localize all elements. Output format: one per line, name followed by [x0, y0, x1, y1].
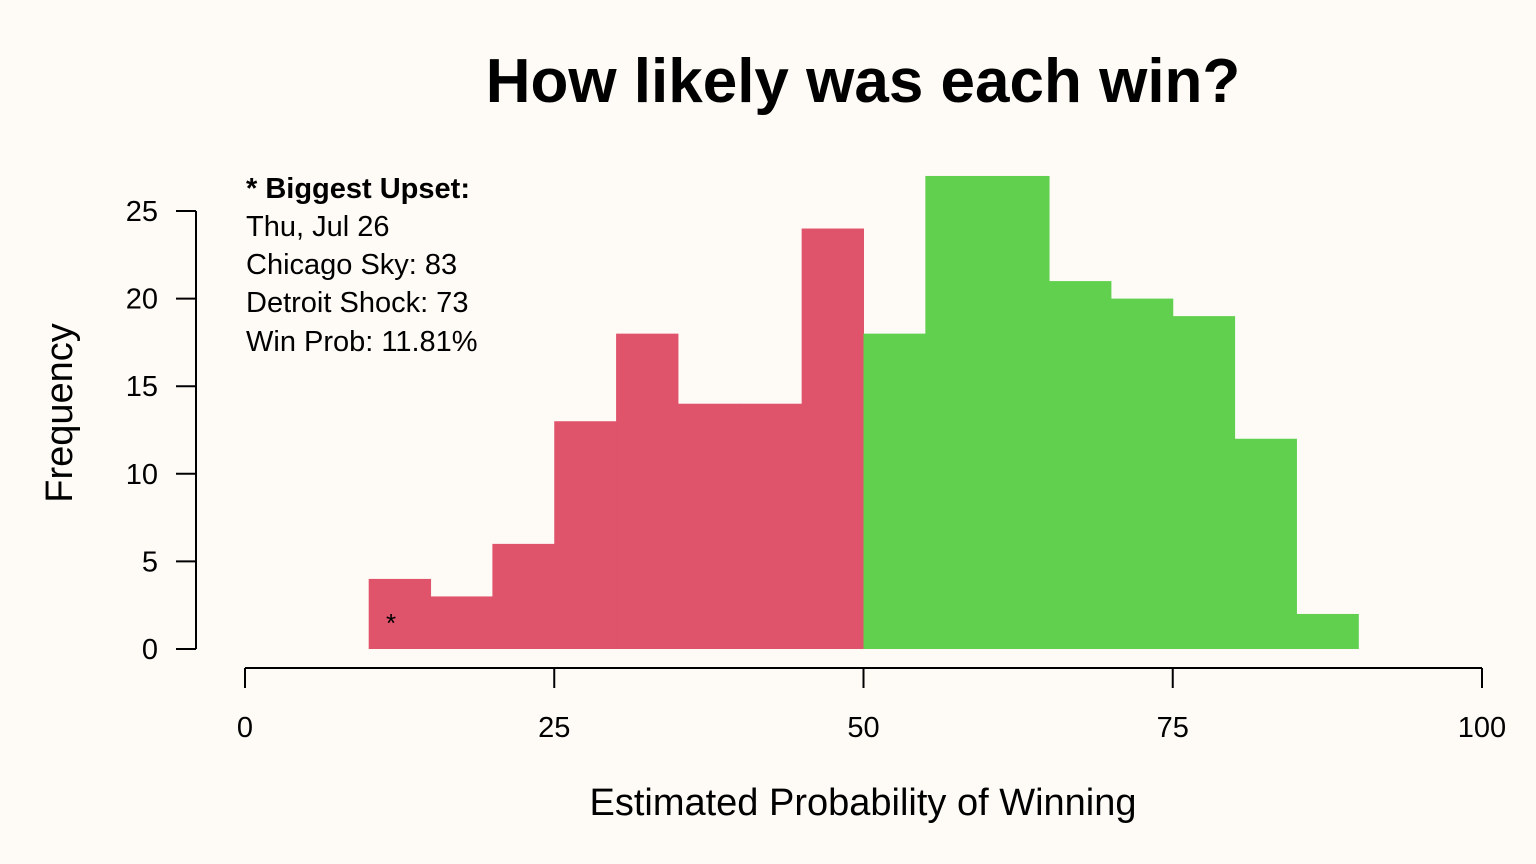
- y-axis-label: Frequency: [39, 323, 81, 503]
- histogram-bar: [987, 175, 1050, 649]
- annotation-heading: * Biggest Upset:: [246, 173, 470, 205]
- histogram-bars: [368, 175, 1359, 649]
- histogram-bar: [863, 333, 926, 649]
- annotation-line: Win Prob: 11.81%: [246, 326, 478, 358]
- histogram-bar: [492, 543, 555, 649]
- y-axis: 0 5 10 15 20 25: [126, 196, 197, 666]
- histogram-bar: [1110, 298, 1174, 649]
- histogram-bar: [1172, 316, 1236, 649]
- y-tick-label: 15: [126, 371, 158, 403]
- annotation-line: Chicago Sky: 83: [246, 249, 457, 281]
- histogram-bar: [1234, 438, 1297, 649]
- histogram-bar: [739, 403, 803, 649]
- x-axis-label: Estimated Probability of Winning: [589, 782, 1136, 824]
- upset-annotation: * Biggest Upset: Thu, Jul 26 Chicago Sky…: [246, 173, 478, 358]
- histogram-bar: [368, 578, 432, 649]
- histogram-bar: [925, 175, 988, 649]
- y-tick-label: 10: [126, 459, 158, 491]
- y-tick-label: 0: [142, 634, 158, 666]
- annotation-line: Detroit Shock: 73: [246, 287, 468, 319]
- annotation-line: Thu, Jul 26: [246, 211, 389, 243]
- y-tick-label: 25: [126, 196, 158, 228]
- histogram-bar: [616, 333, 679, 649]
- y-tick-label: 20: [126, 284, 158, 316]
- x-tick-label: 75: [1157, 712, 1189, 744]
- x-tick-label: 50: [847, 712, 879, 744]
- histogram-bar: [1049, 281, 1112, 649]
- x-axis: 0 25 50 75 100: [237, 667, 1506, 744]
- histogram-bar: [554, 421, 617, 649]
- chart-title: How likely was each win?: [486, 47, 1241, 116]
- x-tick-label: 100: [1458, 712, 1506, 744]
- upset-marker: *: [386, 608, 396, 638]
- histogram-bar: [430, 596, 493, 649]
- x-tick-label: 0: [237, 712, 253, 744]
- x-tick-label: 25: [538, 712, 570, 744]
- histogram-bar: [801, 228, 864, 649]
- histogram-bar: [1296, 613, 1359, 649]
- y-tick-label: 5: [142, 546, 158, 578]
- histogram-bar: [677, 403, 741, 649]
